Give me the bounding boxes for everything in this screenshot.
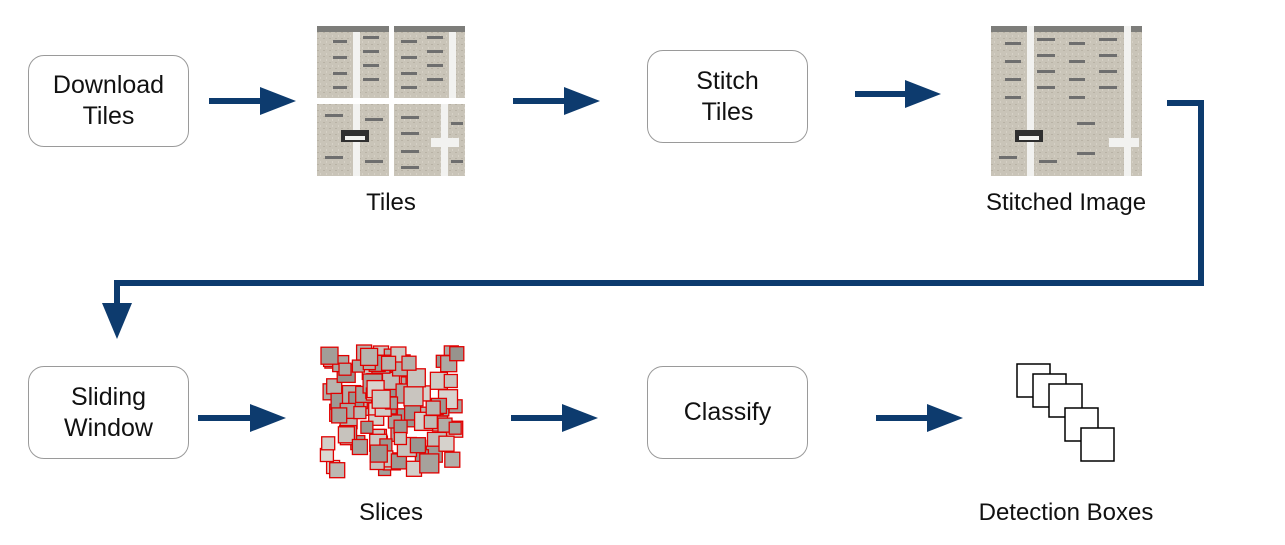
slice-patch — [337, 426, 356, 444]
return-connector — [102, 100, 1204, 339]
tiles-caption: Tiles — [366, 189, 416, 216]
stitched-image-caption: Stitched Image — [985, 189, 1147, 216]
slices-caption: Slices — [358, 499, 424, 526]
arrow-download-to-tiles — [209, 87, 296, 115]
slice-patch — [401, 355, 417, 371]
slice-patch — [320, 346, 339, 365]
slice-patch — [419, 453, 440, 474]
download-tiles-label: Download Tiles — [52, 71, 165, 130]
stitched-image — [991, 26, 1142, 176]
slice-patch — [360, 420, 374, 434]
slices-image — [318, 343, 466, 483]
slice-patch — [444, 451, 461, 468]
sliding-window-label: Sliding Window — [64, 382, 153, 442]
download-tiles-step: Download Tiles — [28, 55, 189, 147]
slice-patch — [423, 414, 438, 430]
classify-step: Classify — [647, 366, 808, 459]
detection-boxes-caption: Detection Boxes — [978, 499, 1154, 526]
stitch-tiles-label: Stitch Tiles — [696, 66, 759, 126]
arrow-slices-to-classify — [511, 404, 598, 432]
arrow-tiles-to-stitch — [513, 87, 600, 115]
detection-box-5 — [1080, 427, 1115, 462]
tile-bottom-right — [394, 104, 465, 176]
stitch-tiles-step: Stitch Tiles — [647, 50, 808, 143]
tiles-image — [317, 26, 465, 176]
slice-patch — [331, 407, 348, 424]
slice-patch — [351, 438, 369, 456]
slices-svg — [319, 344, 465, 479]
arrow-classify-to-detection — [876, 404, 963, 432]
slice-patch — [393, 431, 408, 446]
slice-patch — [409, 437, 427, 454]
slice-patch — [369, 444, 388, 463]
slice-patch — [359, 347, 379, 367]
classify-label: Classify — [683, 398, 772, 426]
tiles-svg — [317, 26, 465, 176]
slice-patch — [329, 462, 346, 479]
arrow-sliding-to-slices — [198, 404, 286, 432]
arrow-stitch-to-stitched — [855, 80, 941, 108]
flow-arrows — [102, 80, 1204, 432]
slice-patch — [371, 389, 391, 409]
slice-patch — [321, 436, 336, 451]
sliding-window-step: Sliding Window — [28, 366, 189, 459]
slice-patch — [438, 435, 455, 452]
tile-top-right — [394, 26, 465, 98]
stitched-svg — [991, 26, 1142, 176]
tile-top-left — [317, 26, 389, 98]
slice-patch — [448, 421, 462, 435]
slice-patch — [338, 362, 352, 376]
slice-patch — [449, 346, 465, 362]
detection-boxes-icon — [1016, 363, 1115, 462]
slice-patch — [353, 405, 367, 420]
tile-bottom-left — [317, 104, 389, 176]
slice-patch — [443, 373, 458, 389]
slice-patch — [380, 355, 397, 371]
